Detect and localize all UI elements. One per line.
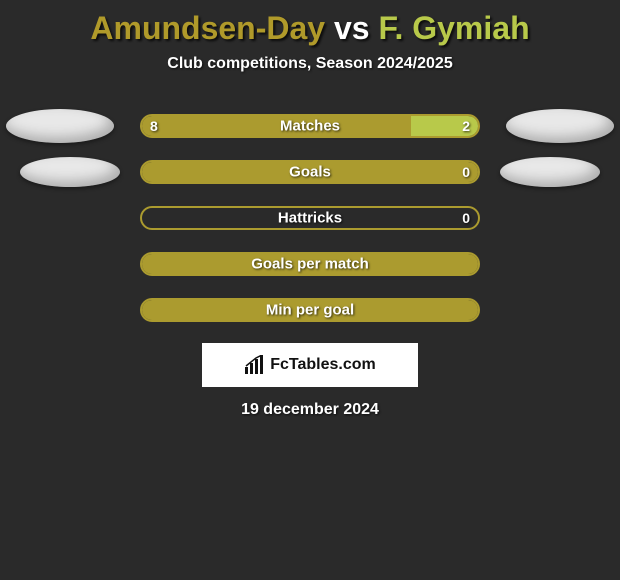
stat-row: Goals per match xyxy=(0,241,620,287)
vs-separator: vs xyxy=(325,10,378,46)
date-text: 19 december 2024 xyxy=(0,401,620,419)
stat-value-b: 2 xyxy=(462,118,470,134)
player-a-badge xyxy=(6,109,114,143)
stat-bar: Hattricks 0 xyxy=(140,206,480,230)
stat-label: Goals xyxy=(289,164,331,181)
chart-icon xyxy=(244,355,266,375)
stat-bar: Goals 0 xyxy=(140,160,480,184)
player-b-name: F. Gymiah xyxy=(378,10,529,46)
stat-label: Hattricks xyxy=(278,210,342,227)
comparison-infographic: Amundsen-Day vs F. Gymiah Club competiti… xyxy=(0,0,620,580)
stat-bar: Goals per match xyxy=(140,252,480,276)
stat-bar: Min per goal xyxy=(140,298,480,322)
stat-value-b: 0 xyxy=(462,164,470,180)
comparison-chart: Matches 8 2 Goals 0 Hattricks 0 Goals per match… xyxy=(0,103,620,333)
bar-left-fill xyxy=(142,116,411,136)
stat-label: Goals per match xyxy=(251,256,369,273)
brand-box: FcTables.com xyxy=(202,343,418,387)
stat-row: Min per goal xyxy=(0,287,620,333)
player-a-name: Amundsen-Day xyxy=(90,10,325,46)
stat-row: Hattricks 0 xyxy=(0,195,620,241)
stat-value-b: 0 xyxy=(462,210,470,226)
player-a-badge xyxy=(20,157,120,187)
page-title: Amundsen-Day vs F. Gymiah xyxy=(0,0,620,47)
stat-value-a: 8 xyxy=(150,118,158,134)
stat-row: Goals 0 xyxy=(0,149,620,195)
stat-label: Matches xyxy=(280,118,340,135)
stat-bar: Matches 8 2 xyxy=(140,114,480,138)
player-b-badge xyxy=(500,157,600,187)
stat-row: Matches 8 2 xyxy=(0,103,620,149)
subtitle: Club competitions, Season 2024/2025 xyxy=(0,55,620,73)
player-b-badge xyxy=(506,109,614,143)
brand-text: FcTables.com xyxy=(270,356,376,374)
stat-label: Min per goal xyxy=(266,302,354,319)
